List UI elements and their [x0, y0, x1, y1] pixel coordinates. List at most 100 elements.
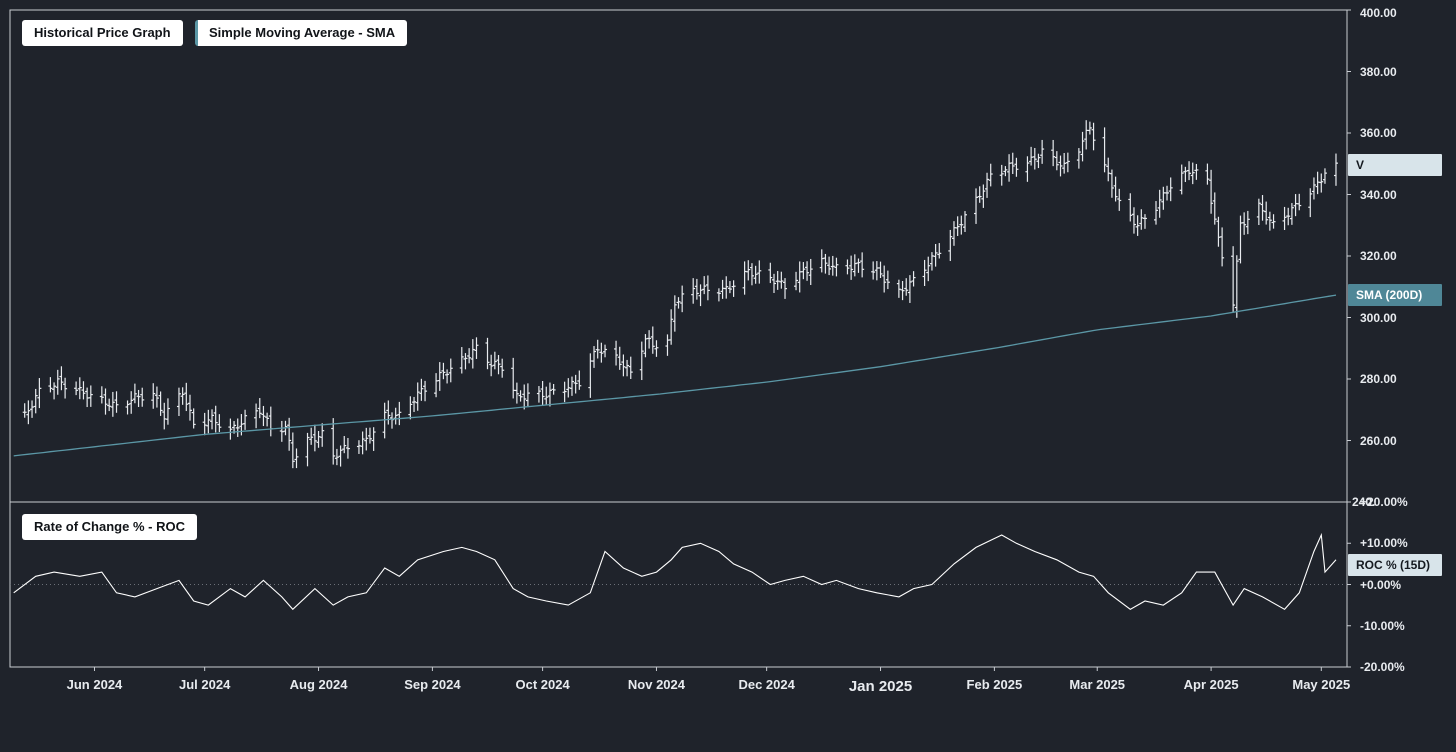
price-bar — [643, 334, 648, 358]
price-bar — [705, 275, 710, 301]
price-bar — [845, 259, 850, 275]
roc-tag: ROC % (15D) — [1348, 554, 1442, 576]
chart-frame — [9, 9, 1351, 671]
price-bar — [522, 384, 527, 410]
price-bar — [390, 412, 394, 429]
price-tick-label: 380.00 — [1360, 64, 1397, 79]
price-bar — [485, 337, 490, 370]
price-bar — [823, 253, 828, 274]
price-bar — [562, 381, 567, 403]
price-bar — [1187, 161, 1192, 181]
plot-border — [9, 9, 1348, 668]
price-bar — [808, 258, 813, 285]
price-bar — [1076, 148, 1081, 169]
price-bar — [1205, 163, 1210, 185]
sma-line — [13, 294, 1337, 457]
price-bar — [985, 172, 990, 198]
price-bar — [797, 261, 802, 293]
price-bar — [81, 381, 86, 400]
price-bar — [1113, 176, 1118, 202]
price-bar — [676, 297, 681, 309]
price-bar — [180, 387, 185, 405]
price-bar — [261, 405, 266, 427]
price-bar — [1256, 198, 1261, 226]
price-bar — [1289, 203, 1294, 225]
month-label: Jan 2025 — [848, 678, 913, 695]
price-bar — [665, 334, 670, 356]
price-bar — [63, 377, 68, 399]
price-bar — [37, 378, 42, 409]
price-bar — [599, 342, 604, 363]
price-bar — [1135, 215, 1140, 236]
price-bar — [628, 356, 633, 379]
price-bar — [1142, 214, 1147, 229]
price-tick-label: 400.00 — [1360, 6, 1397, 20]
price-bar — [1058, 155, 1063, 177]
price-bar — [974, 188, 979, 224]
price-bar — [885, 270, 890, 290]
price-bar — [1333, 153, 1338, 186]
price-bar — [1154, 201, 1158, 225]
price-bar — [257, 398, 262, 419]
price-bar — [1040, 139, 1045, 164]
price-bar — [1315, 171, 1320, 195]
price-bar — [342, 436, 347, 454]
price-bar — [874, 261, 879, 281]
price-tick-label: 260.00 — [1360, 433, 1397, 448]
price-bar — [33, 388, 38, 414]
price-bar — [933, 244, 938, 267]
price-bar — [1264, 201, 1269, 225]
price-bar — [176, 387, 181, 416]
sma-tag: SMA (200D) — [1348, 284, 1442, 306]
price-bar — [1091, 122, 1096, 151]
month-label: Mar 2025 — [1069, 677, 1126, 692]
price-bar — [911, 271, 916, 287]
price-bar — [746, 260, 751, 281]
price-bar — [162, 402, 167, 430]
price-bar — [1036, 153, 1041, 169]
price-bar — [801, 262, 806, 280]
price-bar — [819, 249, 824, 273]
price-bar — [59, 366, 64, 391]
price-bar — [617, 346, 622, 370]
price-tick-label: 320.00 — [1360, 249, 1397, 263]
legend-sma[interactable]: Simple Moving Average - SMA — [195, 20, 408, 46]
price-bar — [1308, 188, 1313, 218]
price-bar — [830, 255, 835, 276]
price-bar — [951, 221, 956, 246]
price-bar — [669, 309, 674, 345]
price-bar — [419, 378, 424, 401]
price-tick-label: 300.00 — [1360, 310, 1397, 325]
price-bar — [1194, 163, 1199, 180]
price-bar — [412, 396, 417, 412]
price-bar — [977, 186, 982, 203]
price-bar — [22, 403, 27, 418]
price-bar — [1109, 169, 1114, 198]
legend-roc[interactable]: Rate of Change % - ROC — [22, 514, 197, 540]
price-bar — [1128, 193, 1133, 222]
price-bar — [136, 389, 141, 407]
price-bar — [1087, 121, 1092, 135]
price-bar — [74, 381, 79, 396]
price-bar — [294, 448, 299, 469]
price-bar — [1065, 152, 1070, 173]
price-bar — [1190, 162, 1195, 185]
price-bars — [22, 120, 1338, 469]
price-bar — [415, 382, 420, 411]
price-bar — [540, 380, 545, 406]
price-bar — [1007, 154, 1012, 182]
price-bar — [52, 382, 57, 400]
price-tick-label: 280.00 — [1360, 372, 1397, 386]
price-bar — [423, 380, 428, 402]
price-bar — [397, 401, 402, 426]
price-bar — [191, 408, 196, 429]
price-bar — [852, 254, 857, 277]
price-bar — [1260, 195, 1265, 221]
price-bar — [1179, 164, 1184, 195]
price-bar — [511, 357, 516, 399]
legend-historical-price[interactable]: Historical Price Graph — [22, 20, 183, 46]
price-bar — [382, 402, 387, 439]
month-label: Oct 2024 — [515, 677, 570, 692]
price-bar — [187, 394, 192, 421]
price-bar — [448, 358, 453, 383]
